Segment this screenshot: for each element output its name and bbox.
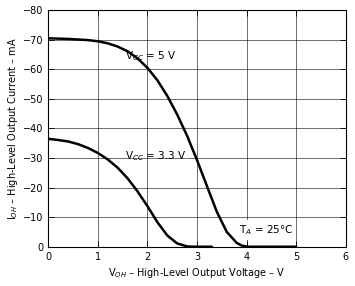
Text: V$_{CC}$ = 5 V: V$_{CC}$ = 5 V [125,49,177,63]
Text: V$_{CC}$ = 3.3 V: V$_{CC}$ = 3.3 V [125,150,187,164]
Y-axis label: I$_{OH}$ – High-Level Output Current – mA: I$_{OH}$ – High-Level Output Current – m… [6,37,20,220]
X-axis label: V$_{OH}$ – High-Level Output Voltage – V: V$_{OH}$ – High-Level Output Voltage – V [108,266,286,280]
Text: T$_A$ = 25°C: T$_A$ = 25°C [239,224,293,237]
